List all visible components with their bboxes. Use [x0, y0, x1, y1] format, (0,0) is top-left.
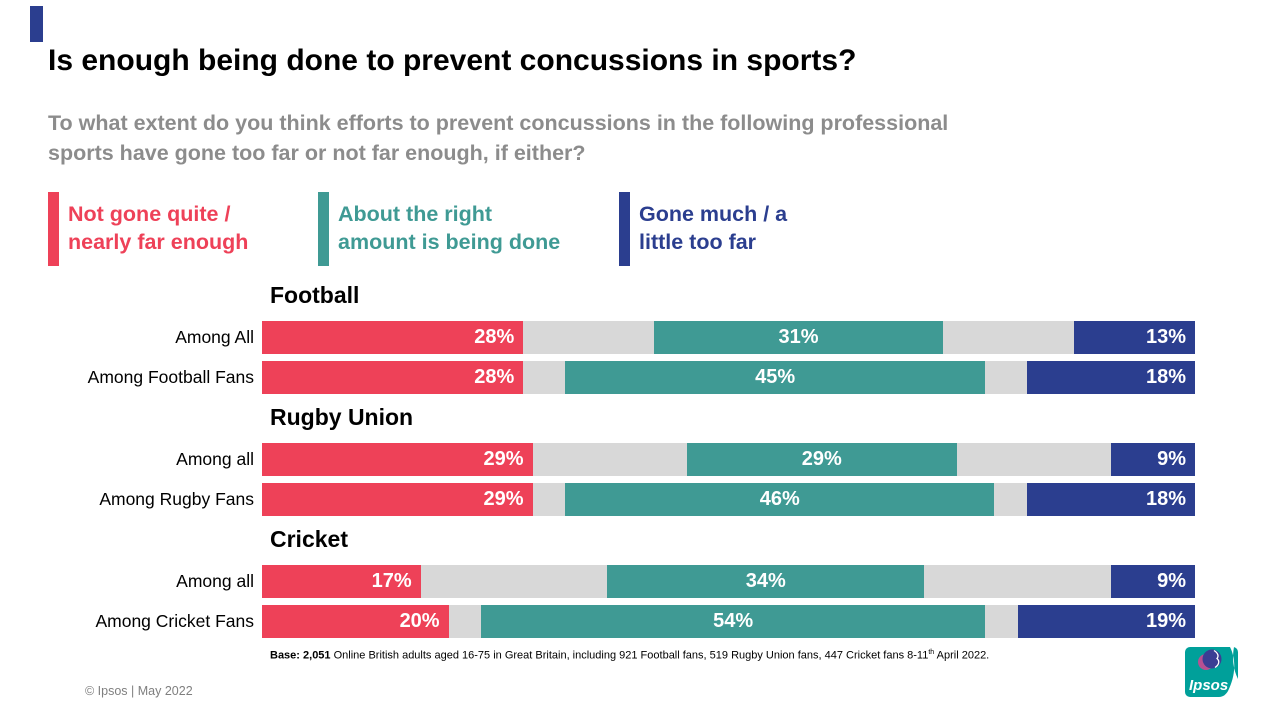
base-note-text: Online British adults aged 16-75 in Grea… — [330, 649, 929, 662]
segment-value-label: 45% — [755, 366, 796, 388]
segment-right-amount: 29% — [686, 443, 958, 476]
legend-label: Gone much / a little too far — [630, 192, 787, 266]
legend-label: About the right amount is being done — [329, 192, 560, 266]
ipsos-logo-head-icon — [1202, 649, 1222, 669]
segment-right-amount: 54% — [481, 605, 986, 638]
segment-not-far-enough: 28% — [262, 321, 524, 354]
row-label: Among Football Fans — [87, 367, 254, 387]
segment-value-label: 17% — [371, 570, 412, 592]
legend-label: Not gone quite / nearly far enough — [59, 192, 248, 266]
base-note-superscript: th — [928, 649, 935, 656]
legend-swatch-teal — [318, 192, 329, 266]
segment-value-label: 28% — [474, 326, 515, 348]
segment-value-label: 9% — [1157, 570, 1186, 592]
segment-not-far-enough: 29% — [262, 483, 533, 516]
segment-value-label: 19% — [1145, 610, 1186, 632]
segment-value-label: 34% — [745, 570, 786, 592]
base-note-text-after: April 2022. — [934, 649, 990, 662]
footer-copyright: © Ipsos | May 2022 — [85, 684, 193, 698]
segment-not-far-enough: 28% — [262, 361, 524, 394]
segment-right-amount: 31% — [653, 321, 944, 354]
sport-header: Rugby Union — [270, 404, 414, 430]
bar-track: 29% 29% 9% — [262, 443, 1195, 476]
ipsos-logo-face-line — [1213, 649, 1220, 669]
segment-value-label: 54% — [713, 610, 754, 632]
sport-header: Cricket — [270, 526, 348, 552]
accent-bar — [30, 6, 43, 42]
segment-value-label: 13% — [1145, 326, 1186, 348]
base-note: Base: 2,051 Online British adults aged 1… — [270, 649, 989, 662]
bar-row: Among all 29% 29% 9% — [0, 443, 1280, 476]
segment-too-far: 18% — [1027, 483, 1195, 516]
segment-too-far: 18% — [1027, 361, 1195, 394]
sport-section: Rugby Union Among all 29% 29% 9% Among Rugby … — [0, 405, 1280, 516]
segment-right-amount: 46% — [565, 483, 995, 516]
segment-too-far: 9% — [1111, 443, 1195, 476]
ipsos-logo-swoosh — [1219, 647, 1238, 697]
segment-value-label: 9% — [1157, 448, 1186, 470]
row-label: Among all — [176, 571, 254, 591]
row-label: Among Cricket Fans — [95, 611, 254, 631]
segment-value-label: 28% — [474, 366, 515, 388]
legend-label-line: little too far — [639, 230, 757, 254]
segment-not-far-enough: 20% — [262, 605, 449, 638]
ipsos-logo-background — [1185, 647, 1238, 697]
segment-value-label: 29% — [483, 488, 524, 510]
row-label: Among All — [175, 327, 254, 347]
bar-row: Among All 28% 31% 13% — [0, 321, 1280, 354]
page-title: Is enough being done to prevent concussi… — [48, 44, 857, 77]
legend-swatch-navy — [619, 192, 630, 266]
legend-swatch-red — [48, 192, 59, 266]
segment-right-amount: 45% — [565, 361, 986, 394]
bar-row: Among all 17% 34% 9% — [0, 565, 1280, 598]
sport-header: Football — [270, 282, 360, 308]
legend-label-line: amount is being done — [338, 230, 561, 254]
legend-label-line: Gone much / a — [639, 202, 788, 226]
bar-row: Among Cricket Fans 20% 54% 19% — [0, 605, 1280, 638]
row-label: Among all — [176, 449, 254, 469]
bar-row: Among Rugby Fans 29% 46% 18% — [0, 483, 1280, 516]
legend-label-line: nearly far enough — [68, 230, 249, 254]
segment-value-label: 46% — [759, 488, 800, 510]
legend-item-not-far-enough: Not gone quite / nearly far enough — [48, 192, 248, 266]
bar-row: Among Football Fans 28% 45% 18% — [0, 361, 1280, 394]
ipsos-logo: Ipsos — [1185, 647, 1238, 697]
legend-label-line: Not gone quite / — [68, 202, 231, 226]
sport-section: Cricket Among all 17% 34% 9% Among Cricket Fa… — [0, 527, 1280, 638]
segment-too-far: 9% — [1111, 565, 1195, 598]
legend-item-too-far: Gone much / a little too far — [619, 192, 787, 266]
segment-value-label: 29% — [801, 448, 842, 470]
ipsos-logo-wordmark: Ipsos — [1189, 677, 1228, 694]
segment-too-far: 19% — [1017, 605, 1195, 638]
legend-label-line: About the right — [338, 202, 493, 226]
segment-right-amount: 34% — [607, 565, 925, 598]
bar-track: 17% 34% 9% — [262, 565, 1195, 598]
segment-too-far: 13% — [1073, 321, 1195, 354]
segment-value-label: 29% — [483, 448, 524, 470]
bar-track: 29% 46% 18% — [262, 483, 1195, 516]
segment-not-far-enough: 29% — [262, 443, 533, 476]
segment-value-label: 31% — [778, 326, 819, 348]
subtitle-line-1: To what extent do you think efforts to p… — [48, 111, 949, 135]
sport-section: Football Among All 28% 31% 13% Among Football… — [0, 283, 1280, 394]
legend-item-right-amount: About the right amount is being done — [318, 192, 560, 266]
segment-value-label: 18% — [1145, 366, 1186, 388]
bar-track: 28% 45% 18% — [262, 361, 1195, 394]
base-note-bold: Base: 2,051 — [270, 649, 331, 662]
subtitle: To what extent do you think efforts to p… — [48, 108, 948, 168]
segment-value-label: 18% — [1145, 488, 1186, 510]
subtitle-line-2: sports have gone too far or not far enou… — [48, 141, 586, 165]
bar-track: 20% 54% 19% — [262, 605, 1195, 638]
row-label: Among Rugby Fans — [99, 489, 254, 509]
bar-track: 28% 31% 13% — [262, 321, 1195, 354]
segment-not-far-enough: 17% — [262, 565, 421, 598]
segment-value-label: 20% — [399, 610, 440, 632]
chart: Football Among All 28% 31% 13% Among Football… — [0, 283, 1280, 649]
